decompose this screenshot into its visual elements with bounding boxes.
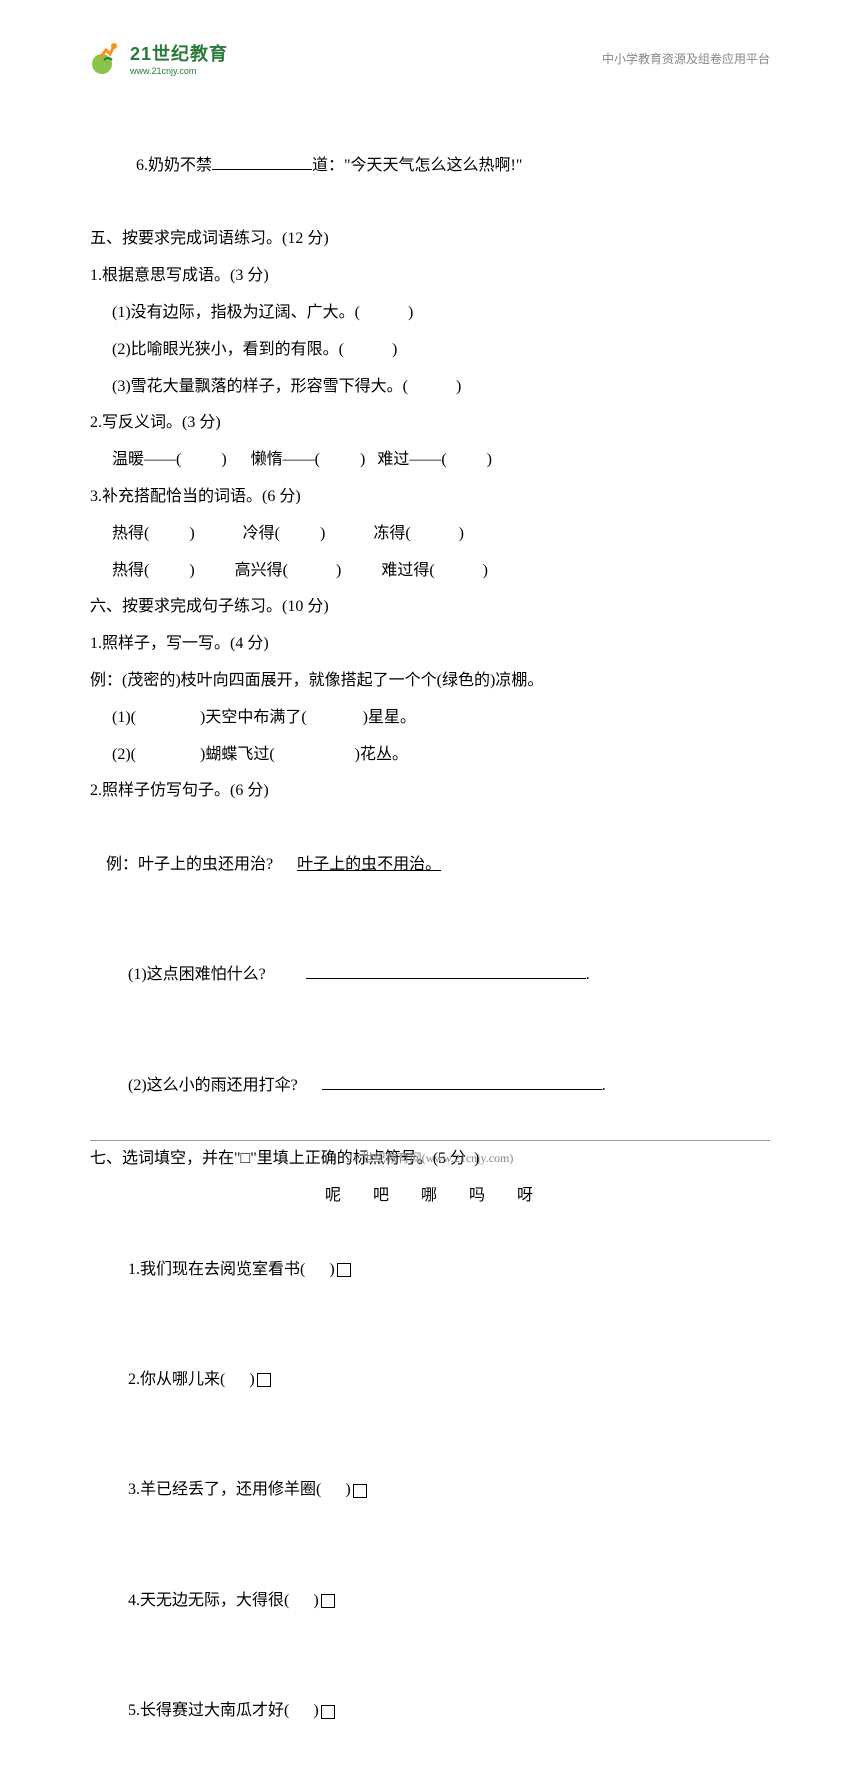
footer-divider [90,1140,770,1141]
q5-1-title: 1.根据意思写成语。(3 分) [90,258,770,295]
punctuation-box[interactable] [353,1484,367,1498]
logo-title: 21世纪教育 [130,40,228,66]
q5-1-3: (3)雪花大量飘落的样子，形容雪下得大。( ) [90,369,770,406]
punctuation-box[interactable] [321,1705,335,1719]
header-right-text: 中小学教育资源及组卷应用平台 [602,50,770,67]
logo-text-group: 21世纪教育 www.21cnjy.com [130,40,228,76]
logo-url: www.21cnjy.com [130,66,228,76]
q5-3-row2: 热得( ) 高兴得( ) 难过得( ) [90,553,770,590]
punctuation-box[interactable] [337,1263,351,1277]
q6-2-title: 2.照样子仿写句子。(6 分) [90,773,770,810]
q7-3: 3.羊已经丢了，还用修羊圈( ) [90,1436,770,1546]
q4-6-suffix: 道："今天天气怎么这么热啊!" [312,157,522,174]
q6-2-1: (1)这点困难怕什么? . [90,921,770,1031]
page-header: 21世纪教育 www.21cnjy.com 中小学教育资源及组卷应用平台 [0,0,860,86]
question-4-6: 6.奶奶不禁 道："今天天气怎么这么热啊!" [90,111,770,221]
q7-2-text: 2.你从哪儿来( ) [128,1371,255,1388]
q6-2-2: (2)这么小的雨还用打伞? . [90,1031,770,1141]
section-6-title: 六、按要求完成句子练习。(10 分) [90,589,770,626]
q6-2-example-a: 叶子上的虫不用治。 [297,856,441,873]
logo: 21世纪教育 www.21cnjy.com [90,40,228,76]
q6-example: 例：(茂密的)枝叶向四面展开，就像搭起了一个个(绿色的)凉棚。 [90,663,770,700]
footer-text: 21 世纪教育网(www.21cnjy.com) [0,1149,860,1166]
q5-1-2: (2)比喻眼光狭小，看到的有限。( ) [90,332,770,369]
blank-answer[interactable] [322,1074,602,1090]
q7-4-text: 4.天无边无际，大得很( ) [128,1592,319,1609]
punctuation-box[interactable] [257,1373,271,1387]
q5-2-title: 2.写反义词。(3 分) [90,405,770,442]
q6-2-example-q: 例：叶子上的虫还用治? [106,856,273,873]
q5-2-items: 温暖——( ) 懒惰——( ) 难过——( ) [90,442,770,479]
blank-answer[interactable] [306,963,586,979]
q6-1-title: 1.照样子，写一写。(4 分) [90,626,770,663]
q6-1-2: (2)( )蝴蝶飞过( )花丛。 [90,737,770,774]
document-content: 6.奶奶不禁 道："今天天气怎么这么热啊!" 五、按要求完成词语练习。(12 分)… [0,86,860,1767]
q7-word-bank: 呢 吧 哪 吗 呀 [90,1178,770,1215]
punctuation-box[interactable] [321,1594,335,1608]
blank-input[interactable] [212,154,312,170]
q5-1-1: (1)没有边际，指极为辽阔、广大。( ) [90,295,770,332]
q6-1-1: (1)( )天空中布满了( )星星。 [90,700,770,737]
q6-2-1-text: (1)这点困难怕什么? [128,966,266,983]
page-footer: 21 世纪教育网(www.21cnjy.com) [0,1140,860,1166]
q4-6-prefix: 6.奶奶不禁 [136,157,212,174]
q7-3-text: 3.羊已经丢了，还用修羊圈( ) [128,1481,351,1498]
q7-5: 5.长得赛过大南瓜才好( ) [90,1656,770,1766]
q7-5-text: 5.长得赛过大南瓜才好( ) [128,1702,319,1719]
q7-1: 1.我们现在去阅览室看书( ) [90,1215,770,1325]
section-5-title: 五、按要求完成词语练习。(12 分) [90,221,770,258]
q7-2: 2.你从哪儿来( ) [90,1325,770,1435]
q5-3-title: 3.补充搭配恰当的词语。(6 分) [90,479,770,516]
q6-2-2-text: (2)这么小的雨还用打伞? [128,1077,298,1094]
logo-icon [90,40,126,76]
q7-1-text: 1.我们现在去阅览室看书( ) [128,1261,335,1278]
q6-2-example: 例：叶子上的虫还用治? 叶子上的虫不用治。 [90,810,770,920]
q5-3-row1: 热得( ) 冷得( ) 冻得( ) [90,516,770,553]
q7-4: 4.天无边无际，大得很( ) [90,1546,770,1656]
